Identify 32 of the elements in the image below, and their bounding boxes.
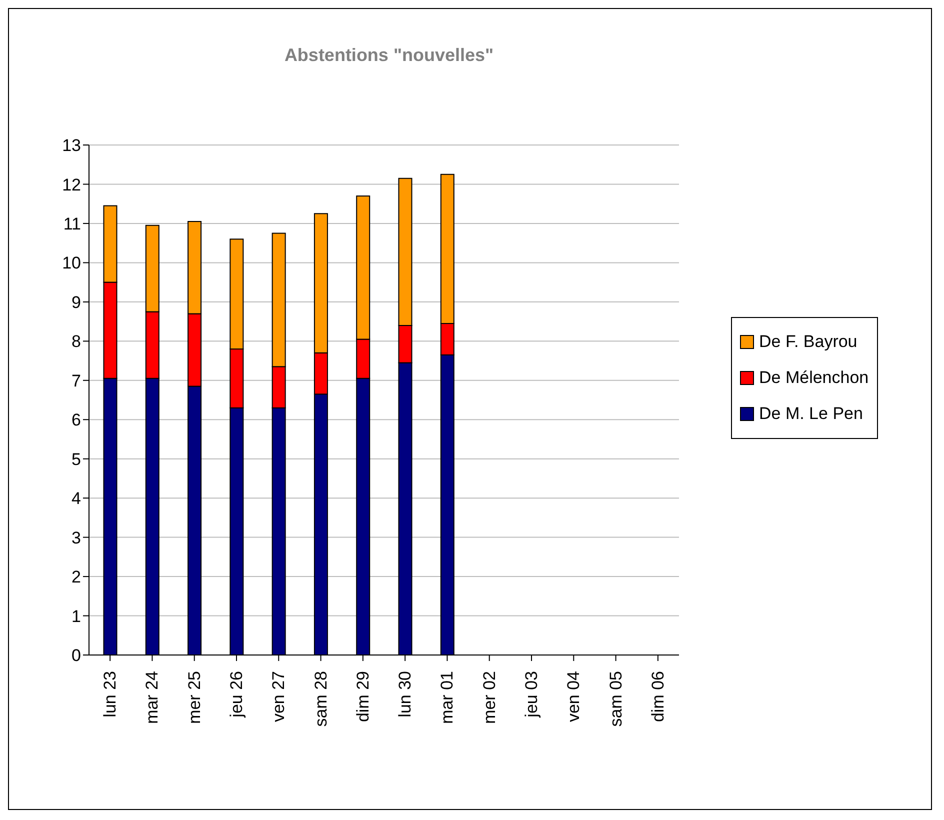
x-tick-label: sam 28 (311, 671, 330, 727)
x-tick-label: ven 27 (269, 671, 288, 722)
x-tick-label: mer 02 (480, 671, 499, 724)
x-tick-label: mar 01 (438, 671, 457, 724)
y-tick-label: 4 (72, 489, 81, 508)
y-tick-label: 3 (72, 528, 81, 548)
legend-label: De Mélenchon (759, 367, 869, 389)
y-tick-label: 1 (72, 606, 81, 626)
x-tick-label: lun 23 (100, 671, 120, 718)
x-tick-label: lun 30 (396, 671, 415, 718)
y-tick-label: 9 (72, 292, 81, 312)
y-tick-label: 5 (72, 450, 81, 469)
x-tick-label: mar 24 (142, 671, 162, 724)
chart-title: Abstentions "nouvelles" (283, 45, 495, 66)
y-tick-label: 11 (63, 214, 81, 234)
legend-label: De F. Bayrou (759, 331, 858, 353)
y-tick-label: 10 (62, 254, 81, 273)
x-tick-label: jeu 26 (227, 671, 246, 718)
x-tick-label: dim 06 (648, 671, 668, 722)
legend-label: De M. Le Pen (759, 403, 863, 425)
y-tick-label: 2 (72, 568, 81, 587)
y-tick-label: 6 (72, 410, 81, 430)
x-tick-label: dim 29 (353, 671, 372, 722)
x-tick-label: sam 05 (606, 671, 626, 727)
x-tick-label: jeu 03 (522, 671, 541, 718)
y-tick-label: 0 (72, 646, 81, 666)
x-tick-label: ven 04 (564, 671, 584, 722)
y-tick-label: 13 (62, 136, 81, 156)
x-tick-label: mer 25 (184, 671, 204, 724)
y-tick-label: 7 (72, 371, 81, 390)
y-tick-label: 8 (72, 332, 81, 352)
y-tick-label: 12 (62, 175, 81, 194)
